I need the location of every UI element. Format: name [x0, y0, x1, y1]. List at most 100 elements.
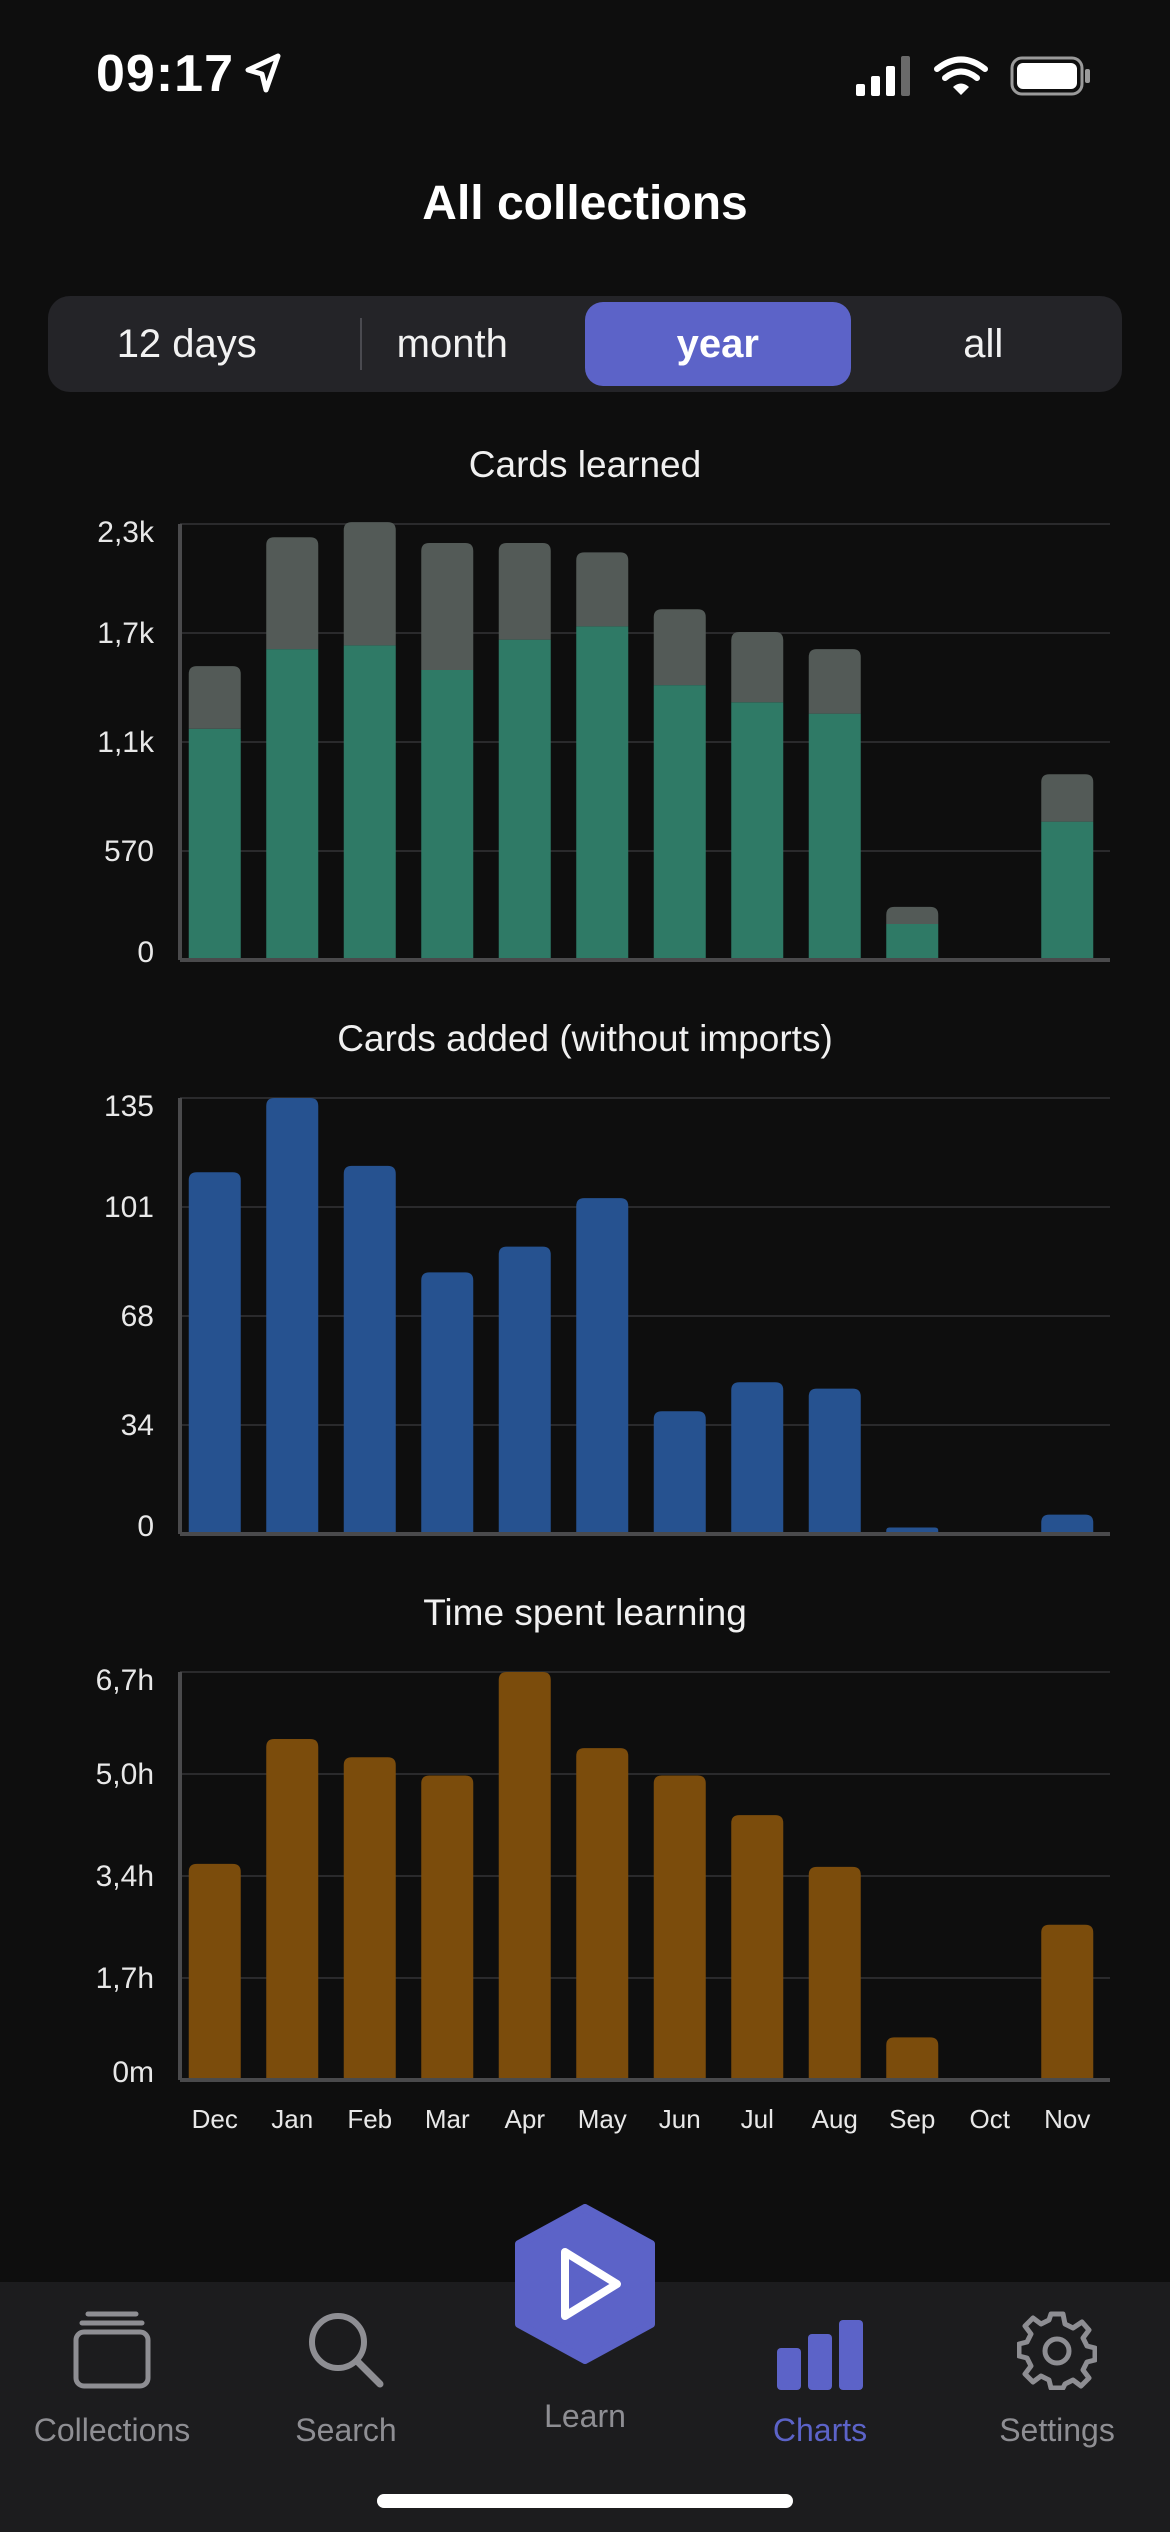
time-spent-chart: 0m 1,7h 3,4h 5,0h 6,7h Dec Jan Feb Mar Apr May Jun J… — [96, 1664, 1110, 2134]
learn-play-button[interactable] — [513, 2204, 657, 2364]
cellular-signal-icon — [856, 56, 910, 96]
y-tick-label: 1,7h — [96, 1962, 154, 1995]
wifi-icon — [934, 56, 988, 95]
segment-all[interactable]: all — [963, 322, 1004, 366]
bar-mar — [421, 1272, 474, 1534]
bar-jul — [731, 1382, 784, 1534]
x-tick-label-sep: Sep — [889, 2104, 935, 2134]
y-tick-label: 0m — [112, 2056, 154, 2089]
chart-title-time-spent: Time spent learning — [423, 1592, 747, 1633]
tab-settings[interactable]: Settings — [940, 2300, 1170, 2449]
segment-month[interactable]: month — [396, 322, 508, 366]
y-tick-label: 0 — [137, 936, 154, 969]
tab-charts-label: Charts — [772, 2412, 868, 2448]
tab-search[interactable]: Search — [229, 2300, 463, 2449]
search-icon — [309, 2313, 384, 2388]
status-time-group: 09:17 — [96, 44, 284, 104]
bar-dec — [188, 1863, 241, 2080]
bar-mar — [421, 1775, 474, 2080]
chart-title-cards-learned: Cards learned — [468, 444, 702, 485]
y-tick-label: 570 — [104, 835, 154, 868]
bar-jun-series-0 — [653, 685, 706, 960]
bar-jun — [653, 1775, 706, 2080]
x-tick-label-apr: Apr — [505, 2104, 546, 2134]
bar-jan — [266, 1098, 319, 1534]
y-tick-label: 6,7h — [96, 1664, 154, 1697]
status-icons — [856, 56, 1092, 96]
bar-aug-series-1 — [808, 649, 861, 714]
battery-icon — [1010, 56, 1090, 96]
bar-nov — [1041, 1924, 1094, 2080]
bar-jun-series-1 — [653, 609, 706, 686]
segment-divider — [360, 318, 362, 370]
tab-learn-label[interactable]: Learn — [544, 2398, 626, 2434]
bar-jun — [653, 1411, 706, 1534]
bar-feb-series-1 — [343, 522, 396, 646]
bar-mar-series-0 — [421, 669, 474, 960]
chart-title-cards-added: Cards added (without imports) — [337, 1018, 833, 1059]
cards-added-chart: 0 34 68 101 135 — [104, 1090, 1110, 1543]
bar-may-series-0 — [576, 626, 629, 960]
bar-sep-series-0 — [886, 923, 939, 960]
home-indicator — [377, 2494, 793, 2508]
bar-jul-series-1 — [731, 632, 784, 703]
y-tick-label: 34 — [121, 1409, 154, 1442]
x-tick-label-jul: Jul — [741, 2104, 774, 2134]
location-arrow-icon — [245, 53, 281, 93]
bar-jan-series-0 — [266, 649, 319, 960]
y-tick-label: 1,7k — [97, 617, 155, 650]
x-tick-label-aug: Aug — [812, 2104, 858, 2134]
bar-may — [576, 1748, 629, 2080]
play-icon — [561, 2248, 621, 2320]
bar-apr — [498, 1246, 551, 1534]
bar-may — [576, 1198, 629, 1534]
y-tick-label: 3,4h — [96, 1860, 154, 1893]
x-tick-label-nov: Nov — [1044, 2104, 1090, 2134]
bar-jan — [266, 1738, 319, 2080]
bar-jan-series-1 — [266, 537, 319, 650]
bar-dec-series-1 — [188, 666, 241, 729]
bar-jul-series-0 — [731, 702, 784, 960]
y-tick-label: 5,0h — [96, 1758, 154, 1791]
bar-apr — [498, 1672, 551, 2080]
bar-mar-series-1 — [421, 542, 474, 670]
bar-feb — [343, 1757, 396, 2080]
y-tick-label: 0 — [137, 1510, 154, 1543]
x-tick-label-mar: Mar — [425, 2104, 470, 2134]
tab-search-label: Search — [295, 2412, 397, 2448]
bar-feb-series-0 — [343, 645, 396, 960]
period-segmented-control: 12 days month year all — [48, 296, 1122, 392]
bar-jul — [731, 1815, 784, 2080]
bar-apr-series-0 — [498, 639, 551, 960]
y-tick-label: 2,3k — [97, 516, 155, 549]
bar-nov-series-0 — [1041, 821, 1094, 960]
status-bar: 09:17 — [0, 0, 1170, 150]
bar-sep — [886, 2037, 939, 2080]
bar-dec-series-0 — [188, 728, 241, 960]
tab-charts[interactable]: Charts — [703, 2300, 937, 2449]
bar-apr-series-1 — [498, 542, 551, 640]
x-tick-label-oct: Oct — [970, 2104, 1011, 2134]
bar-nov-series-1 — [1041, 774, 1094, 822]
x-tick-label-may: May — [578, 2104, 627, 2134]
x-tick-label-jan: Jan — [271, 2104, 313, 2134]
x-tick-label-dec: Dec — [192, 2104, 238, 2134]
x-tick-label-jun: Jun — [659, 2104, 701, 2134]
bar-sep-series-1 — [886, 906, 939, 924]
y-tick-label: 68 — [121, 1300, 154, 1333]
y-tick-label: 1,1k — [97, 726, 155, 759]
tab-settings-label: Settings — [999, 2412, 1115, 2448]
page-title: All collections — [422, 177, 748, 230]
y-tick-label: 135 — [104, 1090, 154, 1123]
bar-aug-series-0 — [808, 713, 861, 960]
tab-collections-label: Collections — [33, 2412, 191, 2448]
segment-year[interactable]: year — [585, 302, 851, 386]
status-time: 09:17 — [96, 45, 234, 103]
segment-12-days[interactable]: 12 days — [116, 322, 257, 366]
x-tick-label-feb: Feb — [347, 2104, 392, 2134]
y-tick-label: 101 — [104, 1191, 154, 1224]
gear-icon — [1017, 2311, 1097, 2390]
bar-nov — [1041, 1514, 1094, 1534]
bar-may-series-1 — [576, 552, 629, 627]
tab-collections[interactable]: Collections — [0, 2300, 229, 2449]
